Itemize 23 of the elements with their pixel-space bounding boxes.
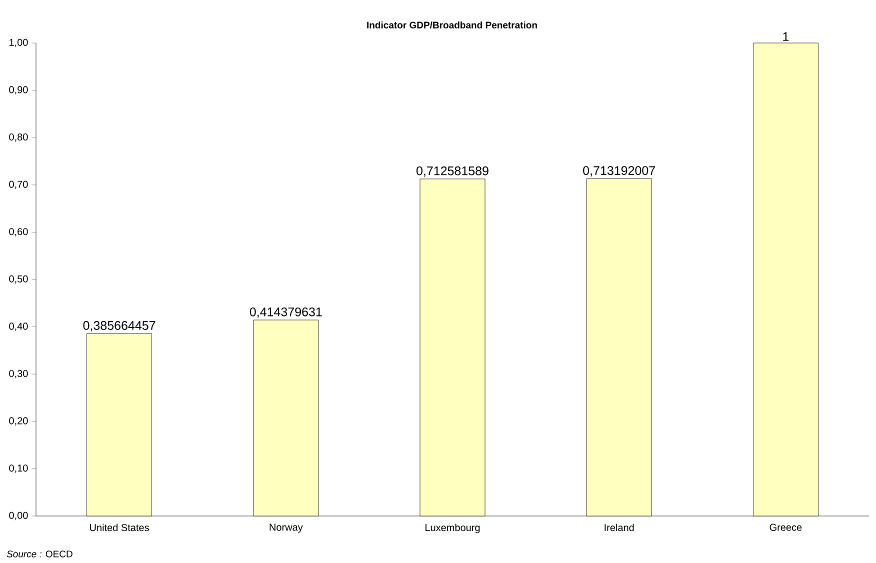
y-tick-label: 0,60 [9, 228, 28, 236]
y-tick-label: 0,70 [9, 180, 28, 190]
y-tick-label: 0,20 [9, 417, 28, 426]
x-tick-label: Ireland [604, 524, 634, 532]
x-tick-label: United States [90, 524, 149, 532]
y-tick-label: 0,80 [9, 133, 28, 142]
data-label: 0,385664457 [83, 321, 156, 332]
y-tick-label: 0,10 [9, 464, 28, 473]
text: Source : OECD [6, 550, 72, 558]
y-tick-label: 0,90 [9, 86, 28, 94]
data-label: 0,712581589 [416, 166, 488, 177]
x-tick-label: Greece [770, 524, 802, 531]
y-tick-label: 0,30 [9, 370, 28, 378]
x-tick-label: Norway [270, 524, 303, 533]
data-label: 0,713192007 [583, 166, 655, 176]
y-tick-label: 1,00 [10, 38, 28, 48]
data-label: 1 [783, 32, 789, 41]
chart-title: Indicator GDP/Broadband Penetration [367, 21, 537, 29]
x-tick-label: Luxembourg [426, 524, 480, 534]
y-tick-label: 0,00 [9, 512, 28, 520]
data-label: 0,414379631 [250, 307, 322, 318]
y-tick-label: 0,50 [9, 275, 28, 284]
y-tick-label: 0,40 [9, 322, 28, 331]
